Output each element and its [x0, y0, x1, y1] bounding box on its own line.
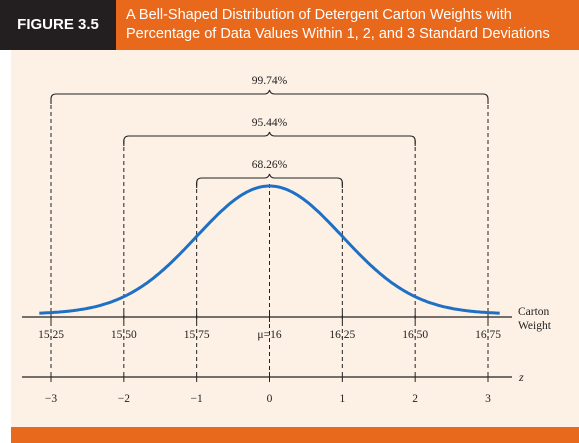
- z-tick-label: −2: [118, 393, 130, 405]
- interval-percent-label-1sd: 68.26%: [252, 159, 288, 171]
- normal-curve: [39, 184, 500, 315]
- z-tick-label: −3: [45, 393, 57, 405]
- interval-percent-label-3sd: 99.74%: [252, 75, 288, 87]
- z-tick-label: 2: [412, 393, 418, 405]
- z-tick-label: 0: [267, 393, 273, 405]
- weight-tick-label: 16.25: [329, 329, 355, 341]
- interval-bracket-2sd: [123, 131, 416, 146]
- z-tick-label: 1: [339, 393, 345, 405]
- sd-vertical-lines: [50, 98, 489, 371]
- weight-tick-label: 16.75: [475, 329, 501, 341]
- x-axis-label-line-2: Weight: [518, 320, 552, 332]
- figure-title: A Bell-Shaped Distribution of Detergent …: [126, 6, 571, 44]
- weight-tick-label: μ=16: [257, 329, 281, 341]
- figure-footer: [11, 427, 579, 443]
- z-axis-label: z: [518, 370, 524, 384]
- interval-percent-label-2sd: 95.44%: [252, 117, 288, 129]
- weight-tick-label: 16.50: [402, 329, 428, 341]
- interval-bracket-3sd: [50, 89, 489, 104]
- figure-title-line-1: A Bell-Shaped Distribution of Detergent …: [126, 7, 512, 23]
- figure-label: FIGURE 3.5: [0, 0, 116, 50]
- weight-tick-label: 15.25: [38, 329, 64, 341]
- interval-bracket-1sd: [196, 173, 343, 188]
- z-tick-label: 3: [485, 393, 491, 405]
- z-axis: −3 −2 −1 0 1 2 3 z: [22, 370, 524, 405]
- plot-background: [11, 50, 579, 427]
- z-tick-label: −1: [191, 393, 203, 405]
- x-axis-label-line-1: Carton: [518, 306, 550, 318]
- weight-axis: 15.25 15.50 15.75 μ=16 16.25 16.50 16.75 Carton…: [22, 306, 552, 341]
- figure-title-line-2: Percentage of Data Values Within 1, 2, a…: [126, 26, 550, 42]
- interval-brackets: 68.26% 95.44% 99.74%: [50, 75, 489, 188]
- weight-tick-label: 15.50: [111, 329, 137, 341]
- weight-tick-label: 15.75: [184, 329, 210, 341]
